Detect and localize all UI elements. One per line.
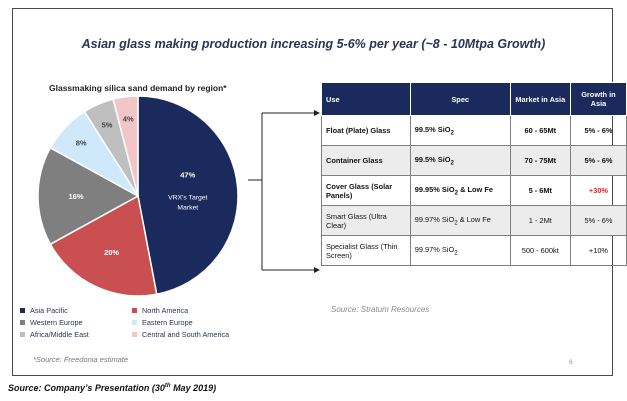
pie-slice-label: 16% bbox=[68, 192, 83, 201]
pie-slice bbox=[137, 95, 239, 296]
table-header-row: Use Spec Market in Asia Growth in Asia bbox=[321, 82, 627, 116]
footer-source: Source: Company’s Presentation (30th May… bbox=[8, 383, 217, 393]
cell-spec: 99.97% SiO2 bbox=[409, 235, 511, 266]
table-row: Smart Glass (Ultra Clear) 99.97% SiO2 & … bbox=[321, 205, 627, 236]
cell-spec: 99.5% SiO2 bbox=[409, 115, 511, 146]
header-spec: Spec bbox=[409, 82, 511, 116]
cell-spec: 99.97% SiO2 & Low Fe bbox=[409, 205, 511, 236]
cell-market: 5 - 6Mt bbox=[509, 175, 571, 206]
pie-slice bbox=[112, 95, 139, 197]
legend-label: North America bbox=[142, 306, 189, 315]
pie-annotation: VRX's Target bbox=[168, 194, 207, 201]
table-row: Float (Plate) Glass 99.5% SiO2 60 - 65Mt… bbox=[321, 115, 627, 146]
cell-growth: 5% - 6% bbox=[569, 115, 627, 146]
legend-swatch bbox=[132, 308, 137, 313]
legend-item: Asia Pacific bbox=[20, 306, 68, 315]
table-row: Container Glass 99.5% SiO2 70 - 75Mt 5% … bbox=[321, 145, 627, 176]
header-market: Market in Asia bbox=[509, 82, 571, 116]
pie-slice bbox=[37, 146, 140, 246]
pie-title: Glassmaking silica sand demand by region… bbox=[49, 83, 227, 93]
legend-item: Central and South America bbox=[132, 330, 229, 339]
cell-spec: 99.95% SiO2 & Low Fe bbox=[409, 175, 511, 206]
table-source: Source: Stratum Resources bbox=[331, 305, 430, 314]
cell-use: Container Glass bbox=[321, 145, 411, 176]
legend-label: Asia Pacific bbox=[30, 306, 68, 315]
cell-growth: +30% bbox=[569, 175, 627, 206]
cell-growth: 5% - 6% bbox=[569, 205, 627, 236]
glass-uses-table: Use Spec Market in Asia Growth in Asia F… bbox=[321, 82, 627, 266]
cell-use: Smart Glass (Ultra Clear) bbox=[321, 205, 411, 236]
legend-swatch bbox=[20, 320, 25, 325]
page-number: 6 bbox=[569, 359, 573, 366]
cell-use: Float (Plate) Glass bbox=[321, 115, 411, 146]
cell-use: Specialist Glass (Thin Screen) bbox=[321, 235, 411, 266]
pie-slice bbox=[49, 194, 158, 297]
header-use: Use bbox=[321, 82, 411, 116]
pie-annotation: Market bbox=[177, 204, 198, 211]
header-growth: Growth in Asia bbox=[569, 82, 627, 116]
cell-market: 500 - 600kt bbox=[509, 235, 571, 266]
cell-market: 70 - 75Mt bbox=[509, 145, 571, 176]
pie-slice-label: 47% bbox=[180, 170, 195, 179]
legend-item: Western Europe bbox=[20, 318, 83, 327]
legend-swatch bbox=[20, 332, 25, 337]
pie-slice-label: 20% bbox=[104, 248, 119, 257]
pie-slice-label: 8% bbox=[76, 139, 87, 148]
cell-use: Cover Glass (Solar Panels) bbox=[321, 175, 411, 206]
cell-spec: 99.5% SiO2 bbox=[409, 145, 511, 176]
legend-item: Eastern Europe bbox=[132, 318, 193, 327]
legend-label: Africa/Middle East bbox=[30, 330, 89, 339]
slide-title: Asian glass making production increasing… bbox=[81, 37, 546, 51]
cell-market: 60 - 65Mt bbox=[509, 115, 571, 146]
pie-slice-label: 5% bbox=[102, 120, 113, 129]
legend-swatch bbox=[20, 308, 25, 313]
cell-growth: 5% - 6% bbox=[569, 145, 627, 176]
cell-growth: +10% bbox=[569, 235, 627, 266]
legend-item: North America bbox=[132, 306, 188, 315]
pie-chart: 47% VRX's Target Market 20% 16% 8% 5% 4% bbox=[37, 95, 239, 297]
legend-label: Central and South America bbox=[142, 330, 230, 339]
legend-label: Western Europe bbox=[30, 318, 83, 327]
table-row: Specialist Glass (Thin Screen) 99.97% Si… bbox=[321, 235, 627, 266]
legend-swatch bbox=[132, 332, 137, 337]
pie-source: *Source: Freedonia estimate bbox=[33, 355, 129, 364]
pie-slice-label: 4% bbox=[123, 115, 134, 124]
legend-label: Eastern Europe bbox=[142, 318, 193, 327]
legend-swatch bbox=[132, 320, 137, 325]
cell-market: 1 - 2Mt bbox=[509, 205, 571, 236]
table-row: Cover Glass (Solar Panels) 99.95% SiO2 &… bbox=[321, 175, 627, 206]
legend-item: Africa/Middle East bbox=[20, 330, 89, 339]
